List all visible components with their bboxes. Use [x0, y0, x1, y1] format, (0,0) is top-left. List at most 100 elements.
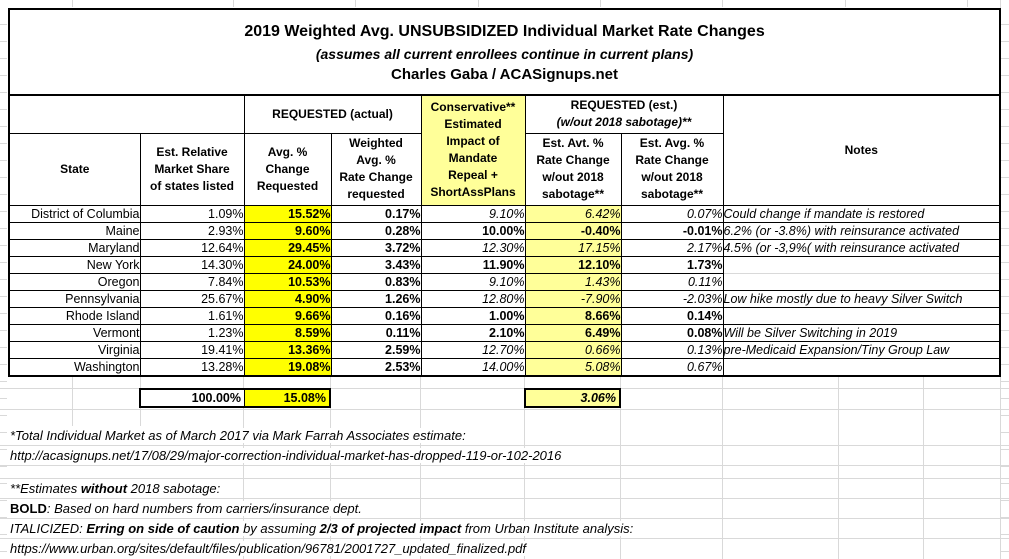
cell-weighted[interactable]: 2.53% [330, 357, 422, 376]
cell-est-avg[interactable]: 0.11% [620, 272, 724, 291]
cell-state[interactable]: District of Columbia [8, 204, 141, 223]
cell-state[interactable]: Oregon [8, 272, 141, 291]
cell-note[interactable] [722, 272, 1001, 291]
header-conservative-impact[interactable]: Conservative** Estimated Impact of Manda… [420, 94, 526, 206]
cell-est-avg[interactable]: 1.73% [620, 255, 724, 274]
cell-state[interactable]: New York [8, 255, 141, 274]
header-est-avt[interactable]: Est. Avt. % Rate Change w/out 2018 sabot… [524, 132, 622, 206]
cell-weighted[interactable]: 0.17% [330, 204, 422, 223]
cell-note[interactable]: 6.2% (or -3.8%) with reinsurance activat… [722, 221, 1001, 240]
cell-state[interactable]: Vermont [8, 323, 141, 342]
cell-state[interactable]: Maryland [8, 238, 141, 257]
cell-avg-change[interactable]: 10.53% [243, 272, 332, 291]
header-state[interactable]: State [8, 132, 141, 206]
cell-avg-change[interactable]: 15.52% [243, 204, 332, 223]
cell-note[interactable]: Low hike mostly due to heavy Silver Swit… [722, 289, 1001, 308]
cell-impact[interactable]: 10.00% [420, 221, 526, 240]
cell-est-avt[interactable]: 12.10% [524, 255, 622, 274]
cell-note[interactable]: pre-Medicaid Expansion/Tiny Group Law [722, 340, 1001, 359]
cell-share[interactable]: 7.84% [139, 272, 245, 291]
footnote-link[interactable]: https://www.urban.org/sites/default/file… [0, 539, 1009, 559]
cell-est-avt[interactable]: -0.40% [524, 221, 622, 240]
cell-share[interactable]: 1.23% [139, 323, 245, 342]
cell-est-avt[interactable]: 1.43% [524, 272, 622, 291]
cell-note[interactable] [722, 306, 1001, 325]
cell-note[interactable]: Could change if mandate is restored [722, 204, 1001, 223]
cell-impact[interactable]: 2.10% [420, 323, 526, 342]
cell-weighted[interactable]: 3.72% [330, 238, 422, 257]
cell-note[interactable] [722, 357, 1001, 376]
cell-share[interactable]: 1.09% [139, 204, 245, 223]
cell-note[interactable]: 4.5% (or -3,9%( with reinsurance activat… [722, 238, 1001, 257]
cell-est-avt[interactable]: 0.66% [524, 340, 622, 359]
cell-avg-change[interactable]: 29.45% [243, 238, 332, 257]
cell-est-avt[interactable]: -7.90% [524, 289, 622, 308]
cell-weighted[interactable]: 0.16% [330, 306, 422, 325]
cell-avg-change[interactable]: 8.59% [243, 323, 332, 342]
cell-est-avt[interactable]: 8.66% [524, 306, 622, 325]
cell-est-avg[interactable]: 0.07% [620, 204, 724, 223]
cell-impact[interactable]: 9.10% [420, 204, 526, 223]
footnote-line[interactable]: ITALICIZED: Erring on side of caution by… [0, 519, 1009, 539]
cell-weighted[interactable]: 2.59% [330, 340, 422, 359]
cell-share[interactable]: 13.28% [139, 357, 245, 376]
sheet-title-cell[interactable]: 2019 Weighted Avg. UNSUBSIDIZED Individu… [8, 8, 1001, 96]
cell-est-avt[interactable]: 5.08% [524, 357, 622, 376]
cell-impact[interactable]: 12.70% [420, 340, 526, 359]
cell-est-avg[interactable]: 0.67% [620, 357, 724, 376]
cell-state[interactable]: Maine [8, 221, 141, 240]
header-market-share[interactable]: Est. Relative Market Share of states lis… [139, 132, 245, 206]
cell-impact[interactable]: 1.00% [420, 306, 526, 325]
cell-share[interactable]: 19.41% [139, 340, 245, 359]
footnote-link[interactable]: http://acasignups.net/17/08/29/major-cor… [0, 446, 1009, 466]
header-empty-cell[interactable] [8, 94, 245, 134]
cell-impact[interactable]: 9.10% [420, 272, 526, 291]
header-weighted[interactable]: Weighted Avg. % Rate Change requested [330, 132, 422, 206]
cell-est-avg[interactable]: 0.08% [620, 323, 724, 342]
cell-est-avg[interactable]: 0.13% [620, 340, 724, 359]
cell-est-avt[interactable]: 17.15% [524, 238, 622, 257]
cell-avg-change[interactable]: 13.36% [243, 340, 332, 359]
cell-est-avg[interactable]: 0.14% [620, 306, 724, 325]
cell-note[interactable]: Will be Silver Switching in 2019 [722, 323, 1001, 342]
cell-weighted[interactable]: 0.28% [330, 221, 422, 240]
cell-share[interactable]: 2.93% [139, 221, 245, 240]
cell-impact[interactable]: 12.80% [420, 289, 526, 308]
cell-est-avg[interactable]: -0.01% [620, 221, 724, 240]
header-requested-est[interactable]: REQUESTED (est.) (w/out 2018 sabotage)** [524, 94, 724, 134]
footnote-line[interactable]: *Total Individual Market as of March 201… [0, 426, 1009, 446]
header-avg-change[interactable]: Avg. % Change Requested [243, 132, 332, 206]
cell-weighted[interactable]: 3.43% [330, 255, 422, 274]
cell-avg-change[interactable]: 19.08% [243, 357, 332, 376]
cell-avg-change[interactable]: 24.00% [243, 255, 332, 274]
total-market-share[interactable]: 100.00% [141, 390, 245, 406]
cell-impact[interactable]: 12.30% [420, 238, 526, 257]
cell-state[interactable]: Virginia [8, 340, 141, 359]
cell-state[interactable]: Rhode Island [8, 306, 141, 325]
header-est-avg[interactable]: Est. Avg. % Rate Change w/out 2018 sabot… [620, 132, 724, 206]
cell-share[interactable]: 12.64% [139, 238, 245, 257]
cell-est-avg[interactable]: 2.17% [620, 238, 724, 257]
cell-share[interactable]: 25.67% [139, 289, 245, 308]
cell-weighted[interactable]: 0.11% [330, 323, 422, 342]
cell-weighted[interactable]: 1.26% [330, 289, 422, 308]
cell-est-avt[interactable]: 6.49% [524, 323, 622, 342]
cell-est-avt[interactable]: 6.42% [524, 204, 622, 223]
cell-impact[interactable]: 14.00% [420, 357, 526, 376]
cell-state[interactable]: Pennsylvania [8, 289, 141, 308]
cell-weighted[interactable]: 0.83% [330, 272, 422, 291]
cell-avg-change[interactable]: 9.66% [243, 306, 332, 325]
cell-avg-change[interactable]: 9.60% [243, 221, 332, 240]
cell-share[interactable]: 1.61% [139, 306, 245, 325]
cell-share[interactable]: 14.30% [139, 255, 245, 274]
cell-note[interactable] [722, 255, 1001, 274]
cell-est-avg[interactable]: -2.03% [620, 289, 724, 308]
total-avg-change-requested[interactable]: 15.08% [245, 390, 329, 406]
total-est-rate-change[interactable]: 3.06% [524, 388, 621, 408]
cell-impact[interactable]: 11.90% [420, 255, 526, 274]
header-notes[interactable]: Notes [722, 94, 1001, 206]
cell-state[interactable]: Washington [8, 357, 141, 376]
footnote-line[interactable]: **Estimates without 2018 sabotage: [0, 479, 1009, 499]
cell-avg-change[interactable]: 4.90% [243, 289, 332, 308]
footnote-line[interactable]: BOLD: Based on hard numbers from carrier… [0, 499, 1009, 519]
